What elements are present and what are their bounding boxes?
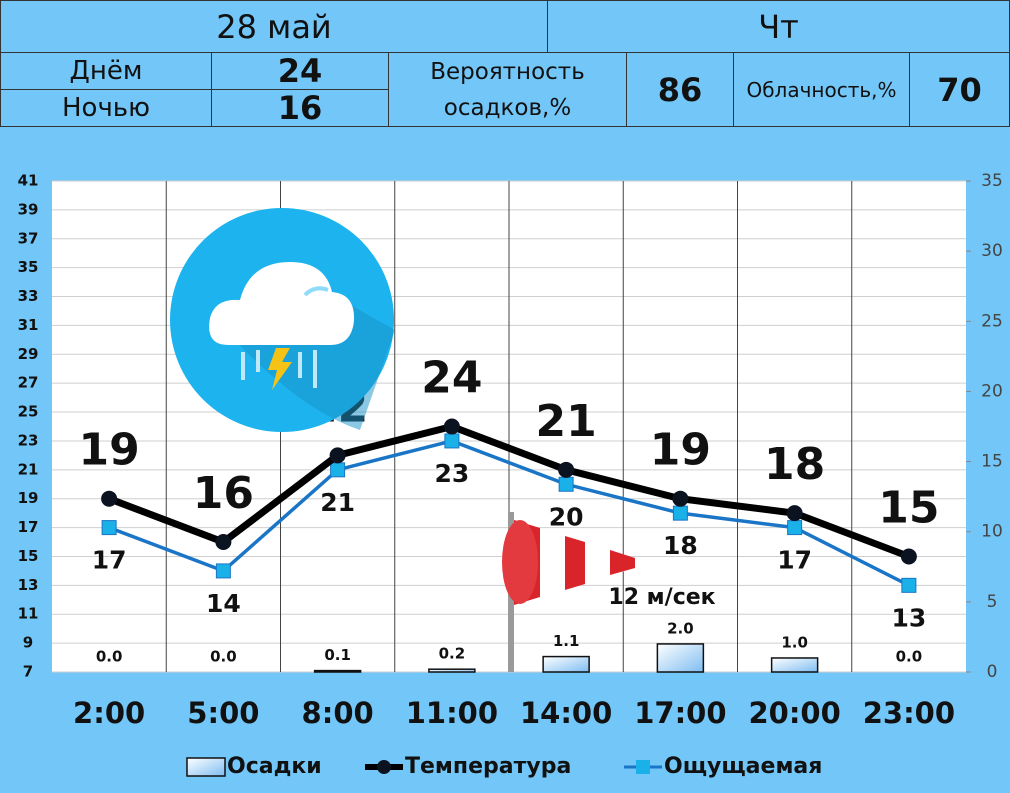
feels-label: 18 — [663, 531, 698, 560]
precip-label: 2.0 — [667, 619, 694, 637]
precip-bar — [656, 643, 705, 673]
x-tick-label: 17:00 — [634, 696, 726, 730]
y2-tick-label: 20 — [981, 381, 1003, 401]
y-tick-label: 25 — [18, 403, 39, 421]
feels-marker — [330, 462, 346, 478]
y-tick-label: 15 — [18, 547, 39, 565]
x-tick-label: 8:00 — [302, 696, 374, 730]
precip-label: 0.0 — [210, 648, 237, 666]
y-tick-label: 37 — [18, 229, 39, 247]
y2-tick-label: 15 — [981, 452, 1003, 472]
x-tick-label: 5:00 — [187, 696, 259, 730]
y-tick-label: 23 — [18, 431, 39, 449]
feels-marker — [787, 520, 803, 536]
feels-marker — [444, 433, 460, 449]
x-tick-label: 14:00 — [520, 696, 612, 730]
y-tick-label: 17 — [18, 518, 39, 536]
feels-line — [108, 439, 910, 587]
y2-tick-label: 30 — [981, 241, 1003, 261]
temperature-label: 16 — [193, 468, 254, 519]
y-tick-label: 35 — [18, 258, 39, 276]
y-tick-label: 41 — [18, 172, 39, 190]
legend-label: Ощущаемая — [664, 754, 822, 779]
temperature-label: 18 — [764, 439, 825, 490]
y2-tick-label: 0 — [987, 662, 998, 682]
feels-marker — [558, 476, 574, 492]
precip-prob: 86 — [626, 52, 734, 127]
temperature-marker — [900, 548, 917, 565]
feels-label: 20 — [549, 502, 584, 531]
precip-bar — [770, 657, 819, 673]
y-tick-label: 7 — [23, 663, 33, 681]
y-tick-label: 13 — [18, 576, 39, 594]
windsock — [502, 512, 635, 672]
legend-label: Осадки — [227, 754, 322, 779]
temperature-label: 19 — [79, 425, 140, 476]
x-tick-label: 20:00 — [748, 696, 840, 730]
feels-label: 23 — [434, 459, 469, 488]
cloud: 70 — [909, 52, 1010, 127]
precip-label: 1.1 — [553, 632, 580, 650]
day-label: Днём — [0, 52, 212, 90]
precip-label: 0.0 — [96, 648, 123, 666]
feels-label: 14 — [206, 589, 241, 618]
weather-icon — [170, 208, 395, 432]
x-tick-label: 11:00 — [406, 696, 498, 730]
temperature-marker — [215, 534, 232, 551]
precip-label: 1.0 — [781, 633, 808, 651]
y-tick-label: 29 — [18, 345, 39, 363]
temperature-marker — [443, 418, 460, 435]
feels-marker — [215, 563, 231, 579]
temperature-label: 15 — [878, 482, 939, 533]
temperature-marker — [329, 447, 346, 464]
precip-bar — [428, 668, 476, 673]
feels-label: 17 — [92, 546, 127, 575]
feels-label: 17 — [777, 546, 812, 575]
y2-tick-label: 5 — [987, 592, 998, 612]
precip-bar — [313, 669, 362, 673]
temperature-marker — [672, 490, 689, 507]
y-tick-label: 33 — [18, 287, 39, 305]
x-tick-label: 23:00 — [863, 696, 955, 730]
y2-tick-label: 10 — [981, 522, 1003, 542]
precip-label: 0.2 — [439, 645, 466, 663]
temperature-line — [107, 422, 911, 560]
legend-swatch — [186, 757, 226, 777]
legend-marker — [636, 760, 650, 774]
temperature-label: 19 — [650, 425, 711, 476]
night-temp: 16 — [211, 89, 389, 127]
wind-annotation: 12 м/сек — [608, 585, 715, 610]
feels-marker — [901, 577, 917, 593]
temperature-label: 24 — [421, 353, 482, 404]
legend-label: Температура — [405, 754, 571, 779]
temperature-marker — [558, 461, 575, 478]
y-tick-label: 9 — [23, 634, 33, 652]
precip-label: 0.1 — [324, 646, 351, 664]
precip-prob-label: Вероятность осадков,% — [388, 52, 627, 127]
temperature-marker — [786, 505, 803, 522]
feels-marker — [672, 505, 688, 521]
temperature-marker — [101, 490, 118, 507]
feels-marker — [101, 520, 117, 536]
y-tick-label: 19 — [18, 489, 39, 507]
cloud-label: Облачность,% — [733, 52, 910, 127]
legend-marker — [377, 760, 391, 774]
x-tick-label: 2:00 — [73, 696, 145, 730]
y-tick-label: 39 — [18, 200, 39, 218]
feels-label: 13 — [891, 603, 926, 632]
temperature-label: 21 — [536, 396, 597, 447]
precip-bar — [542, 655, 590, 673]
precip-label: 0.0 — [896, 648, 923, 666]
feels-label: 21 — [320, 488, 355, 517]
y2-tick-label: 35 — [981, 171, 1003, 191]
y-tick-label: 31 — [18, 316, 39, 334]
y2-tick-label: 25 — [981, 311, 1003, 331]
y-tick-label: 27 — [18, 374, 39, 392]
y-tick-label: 21 — [18, 460, 39, 478]
y-tick-label: 11 — [18, 605, 39, 623]
